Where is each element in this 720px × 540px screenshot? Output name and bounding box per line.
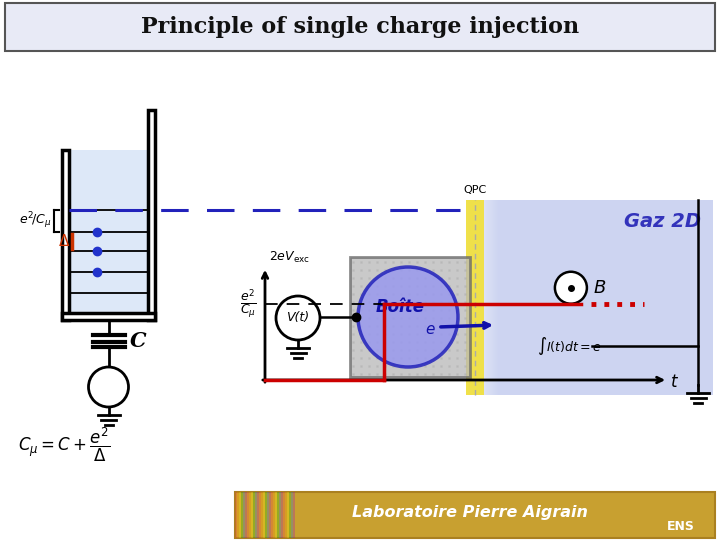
Bar (492, 200, 493, 395)
Bar (477, 200, 478, 395)
Text: $\Delta$: $\Delta$ (58, 233, 70, 249)
Bar (489, 200, 490, 395)
Bar (473, 200, 474, 395)
Bar (469, 200, 470, 395)
Text: ENS: ENS (667, 519, 695, 532)
Bar (62, 313, 155, 320)
Bar (271, 492, 273, 538)
Bar (277, 492, 279, 538)
Bar (481, 200, 482, 395)
Bar (241, 492, 243, 538)
Bar (484, 200, 485, 395)
Bar (239, 492, 241, 538)
Bar (472, 200, 473, 395)
Bar (235, 492, 715, 538)
Bar (468, 200, 713, 395)
Bar (245, 492, 247, 538)
Bar (285, 492, 287, 538)
Bar (249, 492, 251, 538)
Bar (273, 492, 275, 538)
Bar (289, 492, 291, 538)
Text: V(t): V(t) (287, 312, 310, 325)
Bar (488, 200, 489, 395)
Bar (243, 492, 245, 538)
Bar (275, 492, 277, 538)
Bar (281, 492, 283, 538)
Bar (279, 492, 281, 538)
Circle shape (555, 272, 587, 303)
Bar (495, 200, 496, 395)
Bar (148, 110, 155, 320)
Circle shape (276, 296, 320, 340)
Bar (283, 492, 285, 538)
Text: $t$: $t$ (670, 373, 679, 391)
Bar (496, 200, 497, 395)
Bar (265, 492, 267, 538)
Bar (293, 492, 295, 538)
Text: V(t): V(t) (98, 381, 120, 394)
Bar (475, 200, 476, 395)
Bar (287, 492, 289, 538)
Text: Boîte: Boîte (376, 298, 425, 316)
Bar (257, 492, 259, 538)
Text: QPC: QPC (464, 185, 487, 195)
Bar (493, 200, 494, 395)
Bar (491, 200, 492, 395)
Bar (485, 200, 486, 395)
Bar (482, 200, 483, 395)
Text: $2eV_{\rm exc}$: $2eV_{\rm exc}$ (269, 250, 310, 265)
Circle shape (89, 367, 128, 407)
Bar (253, 492, 255, 538)
Bar (5, 3, 715, 51)
Text: $\int I(t)dt = e$: $\int I(t)dt = e$ (536, 335, 601, 357)
Text: $C_\mu = C + \dfrac{e^2}{\Delta}$: $C_\mu = C + \dfrac{e^2}{\Delta}$ (18, 426, 111, 464)
Bar (476, 200, 477, 395)
Bar (247, 492, 249, 538)
Bar (479, 200, 480, 395)
Bar (235, 492, 237, 538)
Text: $e^2\!/C_\mu$: $e^2\!/C_\mu$ (19, 211, 51, 231)
Bar (466, 200, 484, 395)
Bar (474, 200, 475, 395)
Bar (490, 200, 491, 395)
Text: C: C (130, 331, 146, 351)
Bar (486, 200, 487, 395)
Bar (291, 492, 293, 538)
Text: Gaz 2D: Gaz 2D (624, 212, 701, 231)
Text: e: e (426, 321, 435, 336)
Bar (494, 200, 495, 395)
Text: $\it{B}$: $\it{B}$ (593, 279, 606, 297)
Bar (483, 200, 484, 395)
Bar (255, 492, 257, 538)
Bar (237, 492, 239, 538)
Bar (269, 492, 271, 538)
Bar (471, 200, 472, 395)
Bar (251, 492, 253, 538)
Text: Principle of single charge injection: Principle of single charge injection (141, 16, 579, 38)
Bar (470, 200, 471, 395)
Bar (497, 200, 498, 395)
Bar (62, 150, 69, 320)
Circle shape (358, 267, 458, 367)
Bar (267, 492, 269, 538)
Bar (69, 150, 148, 313)
Bar (478, 200, 479, 395)
Bar (261, 492, 263, 538)
Text: Laboratoire Pierre Aigrain: Laboratoire Pierre Aigrain (352, 505, 588, 521)
Bar (259, 492, 261, 538)
Bar (350, 257, 470, 377)
Bar (480, 200, 481, 395)
Bar (487, 200, 488, 395)
Text: $\dfrac{e^2}{C_\mu}$: $\dfrac{e^2}{C_\mu}$ (240, 288, 257, 321)
Bar (468, 200, 469, 395)
Bar (263, 492, 265, 538)
